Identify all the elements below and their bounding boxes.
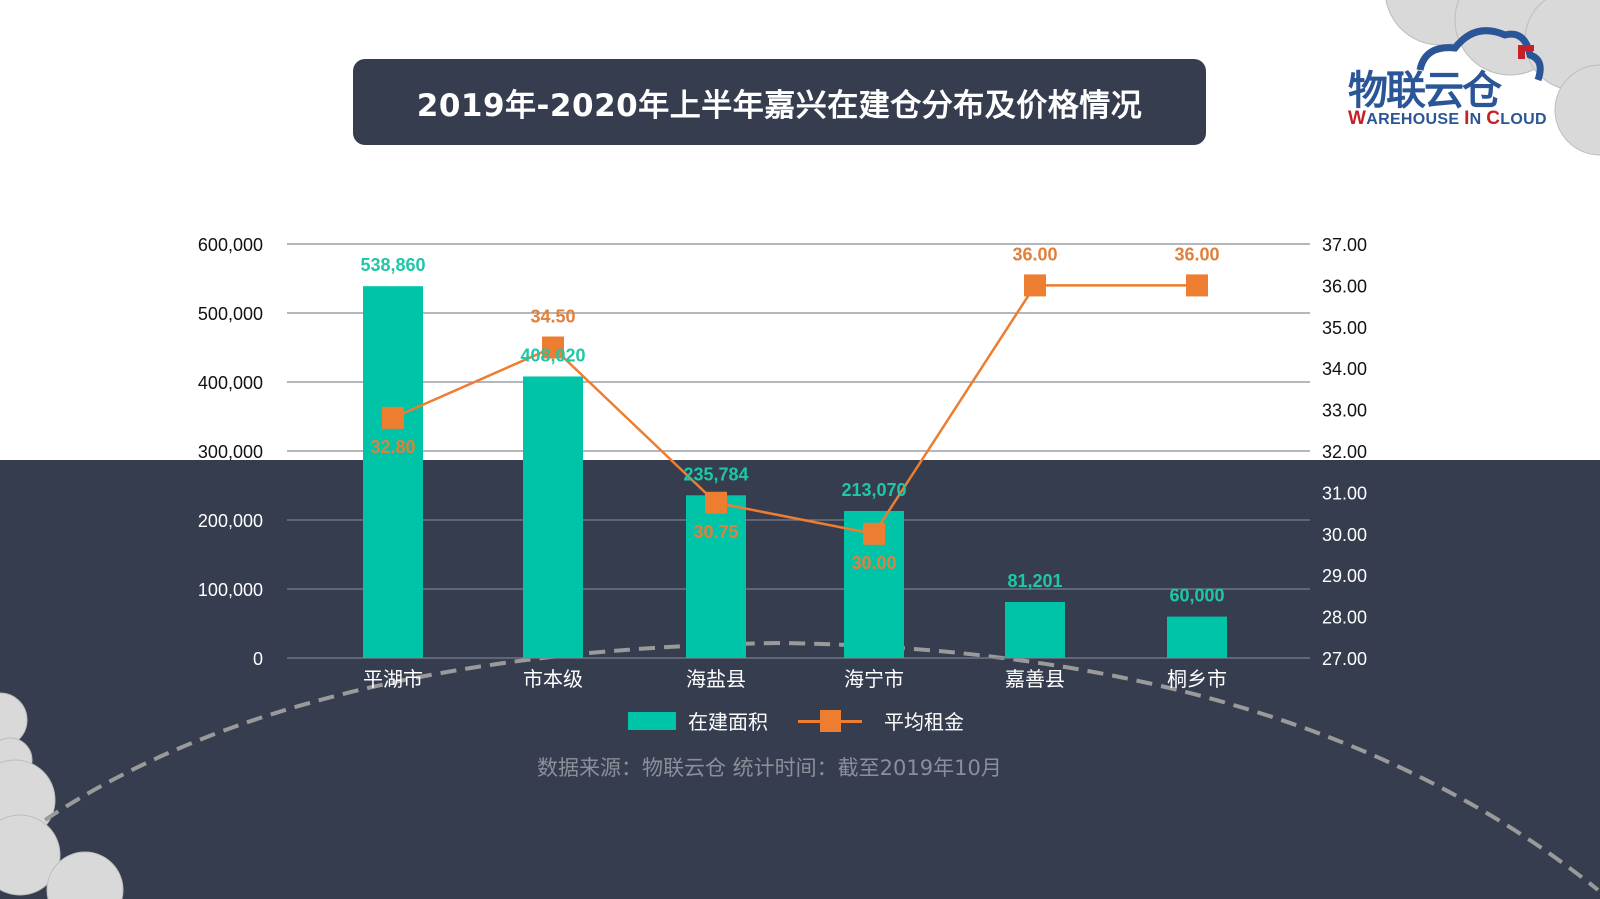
left-axis-tick-label: 400,000 — [198, 373, 263, 393]
right-axis-tick-label: 29.00 — [1322, 566, 1367, 586]
x-axis-category-label: 海宁市 — [844, 667, 904, 691]
line-marker — [1186, 274, 1208, 297]
line-marker — [863, 522, 885, 545]
line-series-path — [392, 284, 1197, 536]
line-marker — [1024, 274, 1046, 297]
left-axis-tick-label: 200,000 — [198, 511, 263, 531]
line-data-label: 30.00 — [851, 553, 896, 573]
line-data-label: 36.00 — [1012, 244, 1057, 264]
left-axis-tick-label: 500,000 — [198, 304, 263, 324]
bar — [363, 286, 423, 658]
bar-data-label: 213,070 — [841, 480, 906, 500]
right-axis-tick-label: 35.00 — [1322, 318, 1367, 338]
legend-line-label: 平均租金 — [884, 710, 964, 734]
chart-legend: 在建面积 平均租金 — [628, 706, 964, 735]
bar-data-label: 538,860 — [360, 255, 425, 275]
cloud-bottom-left — [0, 692, 124, 899]
line-marker — [382, 406, 404, 429]
bar-data-label: 60,000 — [1169, 586, 1224, 606]
bar — [1005, 601, 1065, 658]
legend-bar-swatch — [628, 711, 676, 730]
right-axis-tick-label: 28.00 — [1322, 608, 1367, 628]
right-axis-tick-label: 37.00 — [1322, 235, 1367, 255]
title-banner: 2019年-2020年上半年嘉兴在建仓分布及价格情况 — [353, 59, 1206, 145]
right-axis-tick-label: 27.00 — [1322, 649, 1367, 669]
line-data-label: 34.50 — [530, 307, 575, 327]
logo-text-en: WAREHOUSE IN CLOUD — [1348, 108, 1547, 129]
logo-cloud-icon — [1416, 27, 1544, 82]
bar — [686, 495, 746, 658]
left-axis-tick-label: 0 — [253, 649, 263, 669]
right-axis-tick-label: 30.00 — [1322, 525, 1367, 545]
page-title: 2019年-2020年上半年嘉兴在建仓分布及价格情况 — [416, 87, 1143, 124]
logo-text-cn: 物联云仓 — [1348, 68, 1502, 114]
legend-line-swatch — [798, 709, 862, 732]
x-axis-category-label: 市本级 — [523, 667, 583, 691]
right-axis-tick-label: 33.00 — [1322, 401, 1367, 421]
line-marker — [705, 491, 727, 514]
right-axis-tick-label: 36.00 — [1322, 276, 1367, 296]
bar-data-label: 235,784 — [683, 464, 748, 484]
bar — [1167, 616, 1227, 658]
x-axis-category-label: 桐乡市 — [1167, 667, 1227, 691]
line-data-label: 30.75 — [693, 522, 738, 542]
right-axis-tick-label: 32.00 — [1322, 442, 1367, 462]
x-axis-category-label: 海盐县 — [686, 667, 746, 691]
bar — [523, 376, 583, 658]
right-axis-tick-label: 31.00 — [1322, 483, 1367, 503]
bar-data-label: 408,020 — [520, 345, 585, 365]
line-data-label: 32.80 — [370, 437, 415, 457]
left-axis-tick-label: 100,000 — [198, 580, 263, 600]
left-axis-tick-label: 600,000 — [198, 235, 263, 255]
line-data-label: 36.00 — [1174, 244, 1219, 264]
x-axis-category-label: 平湖市 — [363, 667, 423, 691]
bar-data-label: 81,201 — [1007, 571, 1062, 591]
dark-background-band — [0, 460, 1600, 899]
data-source-note: 数据来源：物联云仓 统计时间：截至2019年10月 — [537, 756, 1002, 780]
left-axis-tick-label: 300,000 — [198, 442, 263, 462]
line-marker — [542, 336, 564, 359]
x-axis-category-label: 嘉善县 — [1005, 667, 1065, 691]
legend-bar-label: 在建面积 — [688, 710, 768, 734]
right-axis-tick-label: 34.00 — [1322, 359, 1367, 379]
